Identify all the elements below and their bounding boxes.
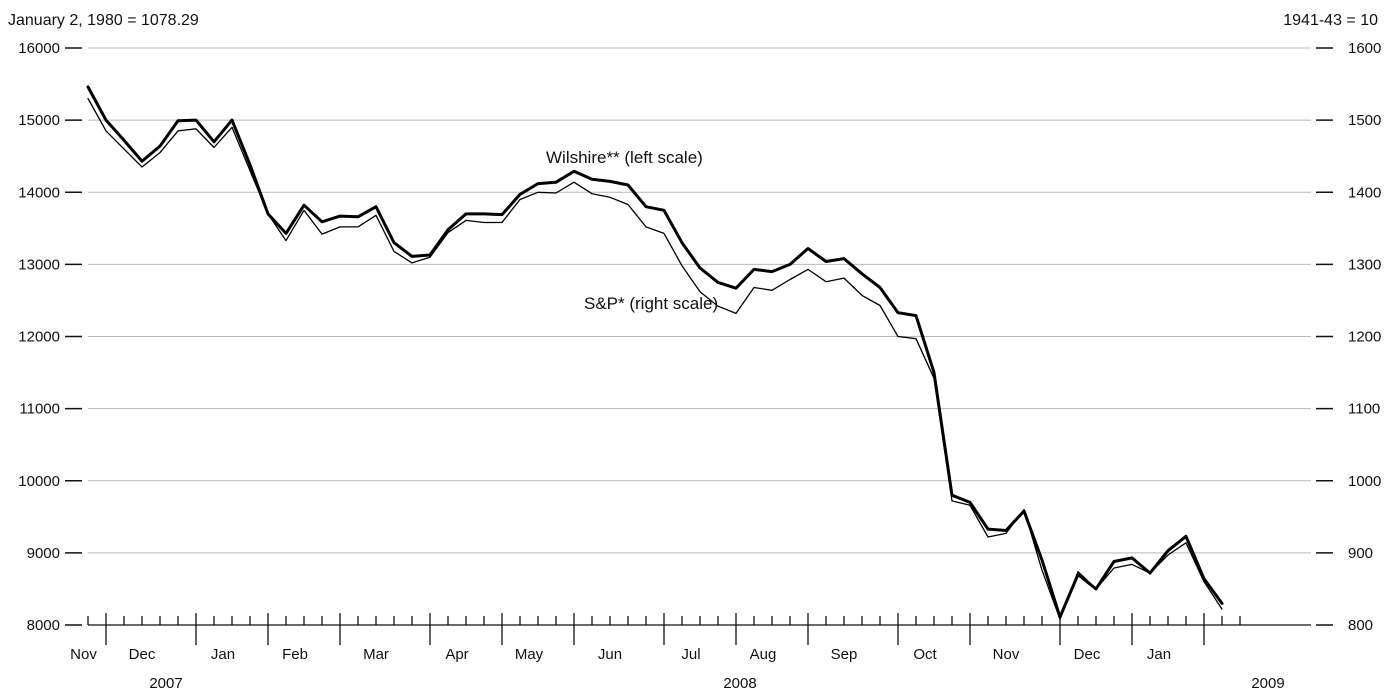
month-label: Dec — [1074, 646, 1101, 663]
year-label: 2009 — [1251, 675, 1284, 692]
month-label: Jan — [211, 646, 235, 663]
month-label: Dec — [129, 646, 156, 663]
y-tick-label-right: 1500 — [1348, 112, 1381, 129]
month-label: May — [515, 646, 544, 663]
y-tick-label-right: 800 — [1348, 617, 1373, 634]
month-label: Jan — [1147, 646, 1171, 663]
right-axis-note: 1941-43 = 10 — [1283, 12, 1378, 29]
y-tick-label-right: 1200 — [1348, 329, 1381, 346]
series-label-wilshire: Wilshire** (left scale) — [546, 148, 703, 167]
series-lines — [86, 85, 1224, 620]
y-tick-label-right: 1000 — [1348, 473, 1381, 490]
month-label: Mar — [363, 646, 389, 663]
y-tick-label-left: 9000 — [27, 545, 60, 562]
year-label: 2007 — [149, 675, 182, 692]
y-tick-label-left: 11000 — [19, 401, 60, 418]
series-line-sp — [87, 97, 1223, 620]
y-tick-label-right: 1600 — [1348, 40, 1381, 57]
y-tick-label-left: 13000 — [18, 256, 60, 273]
month-label: Feb — [282, 646, 308, 663]
series-label-sp: S&P* (right scale) — [584, 294, 718, 313]
month-label: Apr — [445, 646, 468, 663]
month-label: Nov — [993, 646, 1020, 663]
y-tick-label-right: 1400 — [1348, 184, 1381, 201]
y-tick-label-left: 10000 — [18, 473, 60, 490]
month-label: Oct — [913, 646, 937, 663]
y-tick-label-left: 15000 — [18, 112, 60, 129]
gridlines — [88, 47, 1311, 626]
y-tick-label-right: 1100 — [1348, 401, 1380, 418]
y-tick-label-left: 8000 — [27, 617, 60, 634]
y-tick-label-left: 16000 — [18, 40, 60, 57]
y-tick-label-right: 1300 — [1348, 256, 1381, 273]
left-axis-note: January 2, 1980 = 1078.29 — [8, 12, 199, 29]
y-tick-label-left: 14000 — [18, 184, 60, 201]
month-label: Nov — [70, 646, 97, 663]
month-label: Jul — [681, 646, 700, 663]
month-label: Sep — [831, 646, 858, 663]
y-tick-label-left: 12000 — [18, 329, 60, 346]
month-label: Aug — [750, 646, 777, 663]
month-label: Jun — [598, 646, 622, 663]
series-line-wilshire — [86, 85, 1224, 619]
y-tick-label-right: 900 — [1348, 545, 1373, 562]
axes: 16000 1600 15000 1500 14000 1400 13000 1300 1200… — [18, 40, 1381, 692]
year-label: 2008 — [723, 675, 756, 692]
